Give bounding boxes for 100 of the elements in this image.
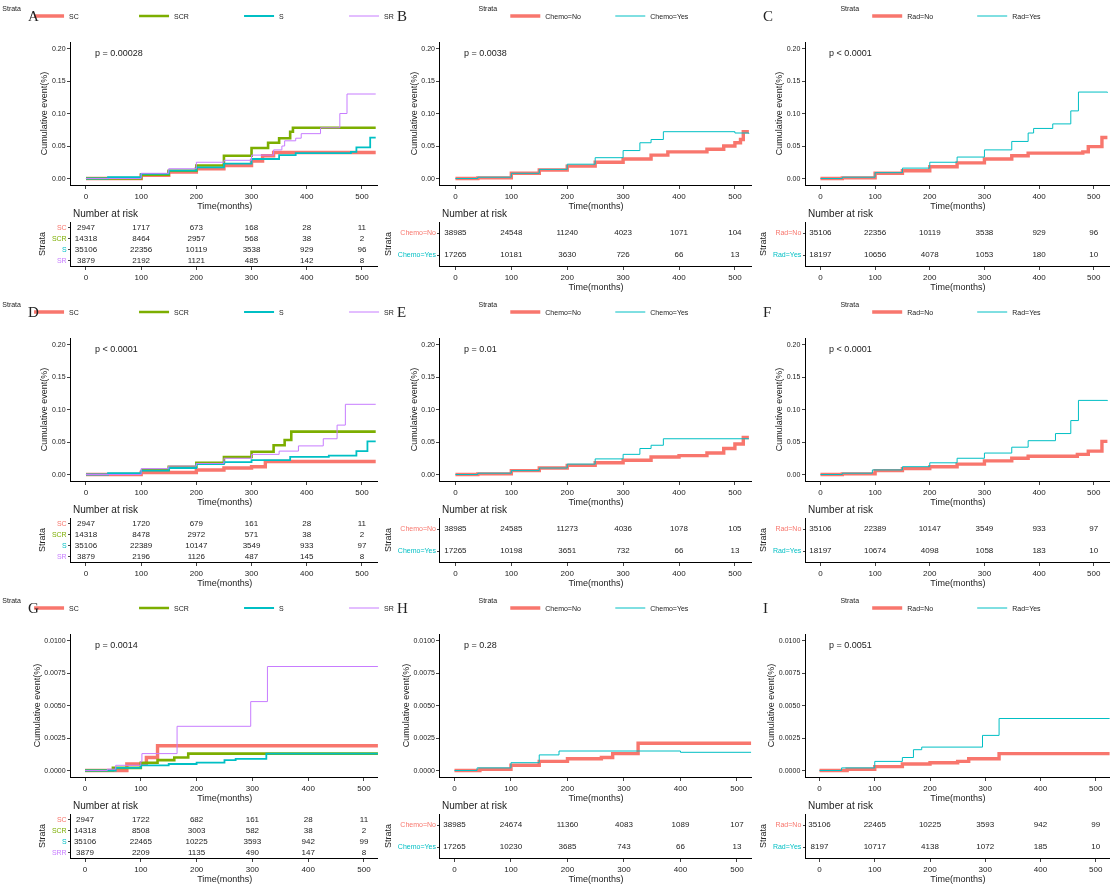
data-label: 11240 [556,228,579,237]
data-label: 4098 [920,546,940,555]
data-label: 14318 [74,529,98,539]
x-tick-label: 400 [1032,272,1047,282]
x-tick-label: 400 [672,487,687,497]
x-tick-label: 400 [672,272,687,282]
y-axis-title: Strata [383,823,394,849]
chart-title: B [397,8,408,24]
data-label: 10674 [863,546,887,555]
x-tick-label: 0 [83,272,89,282]
data-label: 10119 [185,244,208,254]
x-axis-title: Time(months) [930,496,986,507]
chart-title: E [397,304,407,320]
data-label: 11 [357,222,367,232]
x-tick-label: 100 [868,487,883,497]
data-label: 10181 [500,250,524,259]
data-label: 933 [300,540,314,550]
data-label: 942 [1033,820,1048,829]
data-label: 38985 [444,524,468,533]
data-label: 35106 [73,836,97,846]
data-label: 35106 [809,524,833,533]
x-tick-label: 400 [672,191,687,201]
chart-title: Number at risk [73,504,140,515]
data-label: 66 [674,250,685,259]
x-tick-label: 100 [504,191,519,201]
x-tick-label: 0 [818,191,824,201]
x-tick-label: 100 [868,783,882,793]
annotation: p < 0.0001 [829,344,872,354]
y-axis-title: Cumulative event(%) [39,71,50,156]
data-label: 35106 [808,820,832,829]
data-label: 11 [357,518,367,528]
data-label: 1089 [671,820,690,829]
data-label: 1072 [976,842,995,851]
data-label: 180 [1032,250,1047,259]
data-label: 10225 [185,836,209,846]
x-tick-label: 500 [728,568,743,578]
chart-title: Number at risk [442,208,509,219]
x-tick-label: 200 [923,864,938,874]
x-tick-label: 400 [300,272,314,282]
x-tick-label: 200 [189,487,204,497]
data-label: 8 [359,255,365,265]
x-tick-label: 500 [357,864,372,874]
data-label: 2947 [76,814,95,824]
data-label: 4138 [921,842,940,851]
data-label: 8 [361,847,367,857]
data-label: 38985 [444,228,468,237]
x-axis-title: Time(months) [568,281,624,292]
data-label: 3003 [187,825,207,835]
x-tick-label: 100 [504,487,519,497]
x-axis-title: Time(months) [930,792,986,803]
y-axis-title: Strata [37,823,48,849]
x-tick-label: 400 [300,568,314,578]
data-label: 10 [1091,842,1101,851]
x-axis-title: Time(months) [930,577,986,588]
data-label: 1053 [975,250,994,259]
chart-title: D [28,304,39,320]
x-tick-label: 200 [189,568,204,578]
x-tick-label: 400 [673,864,688,874]
data-label: 8478 [132,529,151,539]
y-axis-title: Cumulative event(%) [774,367,785,452]
data-label: 28 [302,222,312,232]
data-label: 571 [244,529,259,539]
data-label: 24585 [500,524,524,533]
annotation: p = 0.28 [464,640,497,650]
x-tick-label: 200 [189,191,204,201]
x-tick-label: 0 [453,568,459,578]
data-label: 10147 [185,540,209,550]
data-label: 1058 [975,546,994,555]
y-axis-title: Strata [37,231,48,257]
x-axis-title: Time(months) [197,577,253,588]
data-label: 490 [245,847,260,857]
x-tick-label: 200 [189,272,204,282]
data-label: 1722 [131,814,151,824]
data-label: 11360 [556,820,579,829]
y-axis-title: Cumulative event(%) [774,71,785,156]
x-tick-label: 400 [1032,487,1047,497]
x-tick-label: 0 [452,864,458,874]
data-label: 28 [302,518,312,528]
x-tick-label: 0 [82,864,88,874]
x-tick-label: 300 [245,783,260,793]
data-label: 485 [244,255,259,265]
x-tick-label: 500 [730,864,745,874]
data-label: 35106 [74,540,98,550]
x-tick-label: 200 [923,783,938,793]
data-label: 22465 [863,820,887,829]
x-tick-label: 300 [244,487,259,497]
data-label: 17265 [444,250,468,259]
data-label: 673 [189,222,204,232]
x-tick-label: 300 [977,191,992,201]
x-axis-title: Time(months) [930,873,986,884]
x-axis-title: Time(months) [568,577,624,588]
x-tick-label: 100 [134,568,149,578]
data-label: 10656 [863,250,887,259]
x-tick-label: 300 [617,864,632,874]
data-label: 10 [1089,546,1099,555]
x-tick-label: 300 [977,568,992,578]
data-label: 1720 [132,518,151,528]
y-axis-title: Strata [383,231,394,257]
x-tick-label: 500 [1087,191,1101,201]
x-tick-label: 500 [355,272,370,282]
